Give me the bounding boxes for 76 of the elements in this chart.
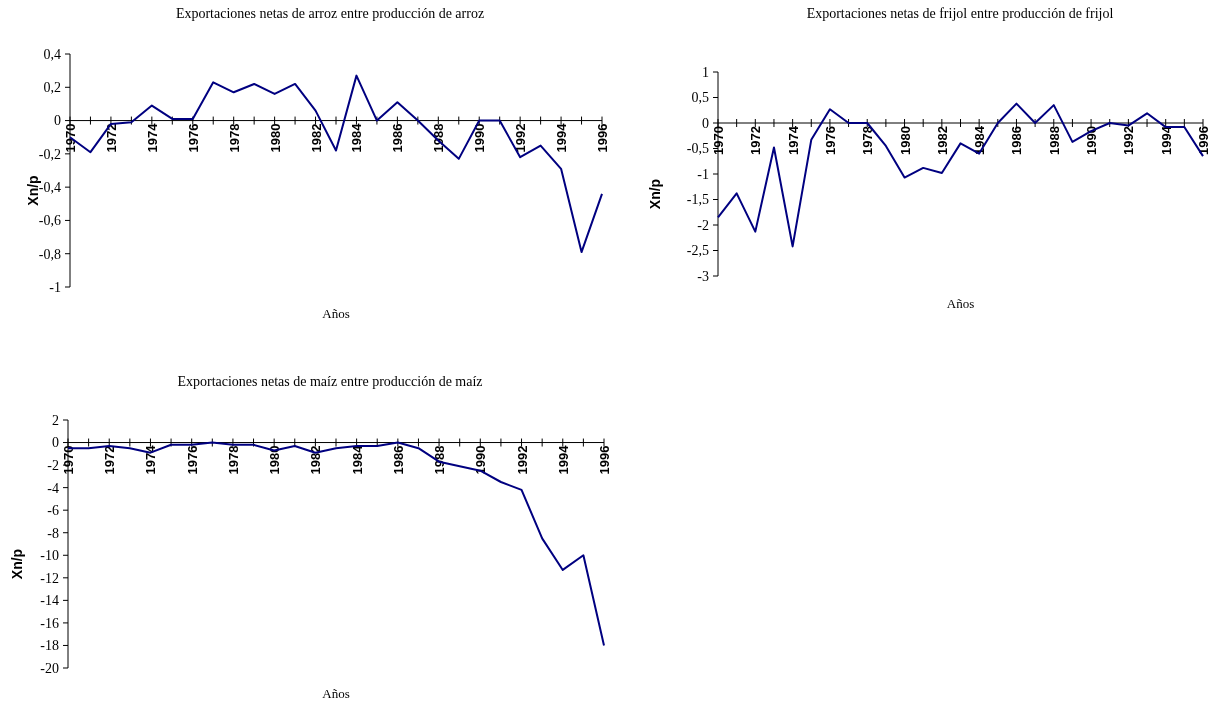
x-tick-label: 1976 [822, 126, 838, 155]
x-tick-label: 1978 [860, 126, 876, 155]
y-tick-label: -14 [40, 593, 59, 609]
y-tick-label: -4 [47, 480, 59, 496]
x-axis-title: Años [946, 296, 975, 311]
x-tick-label: 1982 [308, 445, 324, 475]
x-tick-label: 1980 [897, 126, 913, 155]
x-tick-label: 1984 [972, 125, 988, 155]
y-tick-label: -20 [40, 660, 59, 676]
y-tick-label: -6 [47, 503, 59, 519]
x-tick-label: 1972 [103, 123, 119, 153]
y-tick-label: 0 [702, 115, 709, 131]
x-tick-label: 1986 [390, 123, 406, 153]
y-tick-label: -2 [47, 457, 59, 473]
y-axis-title: Xn/p [9, 548, 25, 580]
y-tick-label: -3 [697, 268, 709, 284]
y-tick-label: -0,2 [38, 146, 61, 162]
x-axis-title: Años [322, 686, 350, 701]
y-tick-label: -1 [697, 166, 709, 182]
y-tick-label: -0,8 [38, 246, 61, 262]
x-tick-label: 1970 [711, 126, 726, 155]
x-tick-label: 1994 [554, 122, 570, 153]
x-tick-label: 1984 [349, 122, 365, 153]
x-tick-label: 1988 [1046, 126, 1062, 155]
y-tick-label: -8 [47, 525, 59, 541]
y-tick-label: 0,2 [43, 80, 61, 96]
x-tick-label: 1976 [184, 445, 200, 475]
y-tick-label: -2,5 [686, 243, 709, 259]
y-tick-label: -12 [40, 570, 59, 586]
y-axis-title: Xn/p [647, 178, 663, 210]
x-axis-title: Años [322, 306, 350, 321]
y-tick-label: -2 [697, 217, 709, 233]
x-tick-label: 1974 [144, 122, 160, 153]
x-tick-label: 1990 [472, 123, 488, 153]
chart-title: Exportaciones netas de frijol entre producción de frijol [806, 6, 1114, 21]
y-tick-label: -10 [40, 548, 59, 564]
chart-title: Exportaciones netas de arroz entre producción de arroz [175, 6, 485, 21]
x-tick-label: 1986 [1009, 126, 1025, 155]
x-tick-label: 1994 [555, 444, 571, 475]
y-tick-label: -16 [40, 615, 59, 631]
y-tick-label: 0 [54, 113, 61, 129]
x-tick-label: 1992 [513, 123, 529, 153]
x-tick-label: 1970 [61, 445, 76, 475]
x-tick-label: 1984 [349, 444, 365, 475]
y-tick-label: 1 [702, 64, 709, 80]
x-tick-label: 1996 [597, 445, 612, 475]
x-tick-label: 1990 [473, 445, 489, 475]
y-tick-label: 2 [52, 412, 59, 428]
y-tick-label: -0,6 [38, 213, 61, 229]
x-tick-label: 1992 [514, 445, 530, 475]
x-tick-label: 1988 [431, 123, 447, 153]
x-tick-label: 1976 [185, 123, 201, 153]
y-tick-label: 0 [52, 435, 59, 451]
x-tick-label: 1986 [390, 445, 406, 475]
x-tick-label: 1996 [595, 123, 610, 153]
x-tick-label: 1972 [748, 126, 764, 155]
x-tick-label: 1982 [308, 123, 324, 153]
y-tick-label: 0,4 [43, 46, 61, 62]
x-tick-label: 1982 [934, 126, 950, 155]
y-tick-label: 0,5 [691, 90, 709, 106]
x-tick-label: 1990 [1084, 126, 1100, 155]
x-tick-label: 1970 [63, 123, 78, 153]
x-tick-label: 1972 [102, 445, 118, 475]
x-tick-label: 1980 [267, 123, 283, 153]
y-tick-label: -1 [49, 279, 61, 295]
chart-title: Exportaciones netas de maíz entre producción de maíz [177, 374, 483, 389]
x-tick-label: 1974 [143, 444, 159, 475]
x-tick-label: 1978 [225, 445, 241, 475]
y-tick-label: -0,5 [686, 141, 709, 157]
x-tick-label: 1978 [226, 123, 242, 153]
x-tick-label: 1992 [1121, 126, 1137, 155]
x-tick-label: 1974 [785, 125, 801, 155]
y-tick-label: -1,5 [686, 192, 709, 208]
x-tick-label: 1996 [1196, 126, 1211, 155]
y-tick-label: -18 [40, 638, 59, 654]
y-axis-title: Xn/p [25, 175, 41, 206]
